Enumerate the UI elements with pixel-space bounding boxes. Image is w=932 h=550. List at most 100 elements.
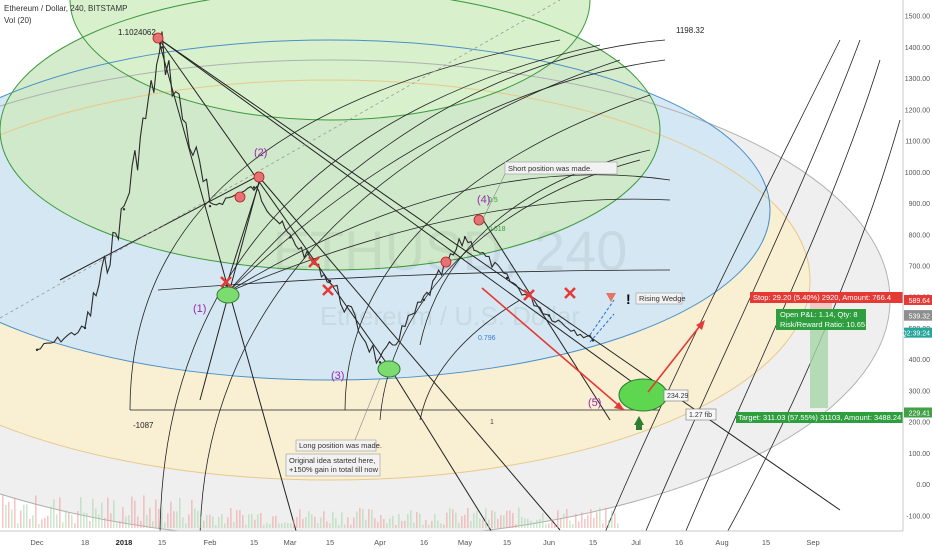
rising-wedge	[589, 299, 615, 343]
volume-bar	[311, 514, 313, 528]
volume-bar	[350, 524, 352, 528]
price-tick-label: 1300.00	[905, 76, 930, 83]
volume-bar	[302, 518, 304, 528]
volume-bar	[356, 511, 358, 528]
pnl-label-bg	[776, 309, 866, 330]
time-tick-label: May	[458, 538, 472, 547]
volume-bar	[362, 508, 364, 528]
volume-bar	[422, 524, 424, 528]
rr-label: Risk/Reward Ratio: 10.65	[780, 320, 865, 329]
volume-bar	[308, 511, 310, 528]
volume-bar	[2, 495, 4, 528]
volume-bar	[569, 520, 571, 528]
long-annotation: Long position was made.	[295, 439, 382, 452]
price-badge	[904, 310, 932, 321]
volume-bar	[77, 510, 79, 528]
price-tick-label: 200.00	[909, 420, 931, 427]
volume-bar	[287, 523, 289, 528]
volume-bar	[53, 499, 55, 528]
time-axis[interactable]	[0, 531, 932, 550]
price-tick-label: 800.00	[909, 232, 931, 239]
volume-bar	[383, 518, 385, 528]
volume-bar	[389, 518, 391, 528]
volume-bar	[428, 524, 430, 528]
volume-bar	[260, 513, 262, 528]
volume-bar	[446, 512, 448, 528]
volume-bar	[212, 516, 214, 528]
volume-bar	[290, 523, 292, 528]
arrows	[481, 287, 705, 430]
volume-bar	[182, 517, 184, 528]
down-arrow-icon	[606, 293, 616, 302]
symbol-title: Ethereum / Dollar, 240, BITSTAMP	[4, 4, 127, 13]
volume-bar	[110, 513, 112, 528]
fib-0618-label: 0.618	[488, 226, 506, 233]
volume-bar	[20, 510, 22, 528]
volume-bar	[257, 514, 259, 528]
time-tick-label: 16	[675, 538, 683, 547]
long-annotation-text: Long position was made.	[299, 441, 382, 450]
volume-bar	[131, 496, 133, 528]
volume-bar	[524, 518, 526, 528]
wedge-exclaim: !	[626, 291, 631, 307]
x-marker	[523, 289, 535, 301]
volume-bar	[197, 510, 199, 528]
fib-top-label: 1198.32	[676, 26, 705, 35]
time-tick-label: 18	[81, 538, 89, 547]
idea-annotation-text: Original idea started here, +150% gain in…	[289, 456, 379, 474]
volume-bar	[173, 511, 175, 528]
volume-bar	[14, 497, 16, 528]
volume-bar	[419, 513, 421, 528]
peak-markers	[152, 32, 485, 268]
x-marker	[308, 256, 320, 268]
fib-box-label: 234.29	[667, 393, 689, 400]
volume-bar	[95, 508, 97, 528]
volume-bar	[185, 523, 187, 528]
time-tick-label: Dec	[30, 538, 44, 547]
price-axis[interactable]	[903, 0, 932, 550]
price-tick-label: 0.00	[916, 482, 930, 489]
volume-bar	[542, 512, 544, 528]
peak-marker	[234, 191, 246, 203]
volume-bar	[479, 518, 481, 528]
volume-bar	[59, 497, 61, 528]
volume-bar	[551, 519, 553, 528]
volume-bar	[617, 523, 619, 528]
volume-bar	[338, 524, 340, 528]
time-tick-label: Sep	[806, 538, 819, 547]
volume-bar	[407, 513, 409, 528]
price-tick-label: 1200.00	[905, 107, 930, 114]
volume-bar	[140, 520, 142, 528]
price-tick-label: 1400.00	[905, 45, 930, 52]
x-marker	[322, 284, 334, 296]
up-arrow-icon	[634, 416, 644, 425]
volume-bar	[455, 512, 457, 528]
wave-1-label: (1)	[193, 303, 206, 315]
target-highlight	[618, 378, 668, 412]
volume-bar	[425, 519, 427, 528]
fib-0796-label: 0.796	[478, 335, 496, 342]
price-axis-ticks: 1500.00 1400.00 1300.00 1200.00 1100.00 1000.…	[905, 14, 930, 521]
volume-bar	[164, 522, 166, 528]
volume-bar	[218, 516, 220, 528]
cross-markers	[220, 256, 576, 301]
pnl-label: Open P&L: 1.14, Qty: 8	[780, 310, 858, 319]
volume-bar	[5, 504, 7, 528]
volume-bar	[263, 524, 265, 528]
volume-bar	[404, 520, 406, 528]
price-point	[422, 298, 426, 302]
volume-bar	[392, 515, 394, 528]
volume-bar	[206, 514, 208, 528]
price-badge	[904, 407, 932, 418]
volume-bar	[488, 519, 490, 528]
volume-bar	[314, 516, 316, 528]
volume-indicator-label[interactable]: Vol (20)	[4, 16, 32, 25]
price-point	[463, 236, 467, 239]
volume-bar	[233, 522, 235, 528]
volume-bar	[416, 511, 418, 528]
volume-bar	[209, 514, 211, 528]
volume-bar	[104, 517, 106, 528]
price-point	[83, 326, 87, 330]
volume-bar	[26, 504, 28, 528]
